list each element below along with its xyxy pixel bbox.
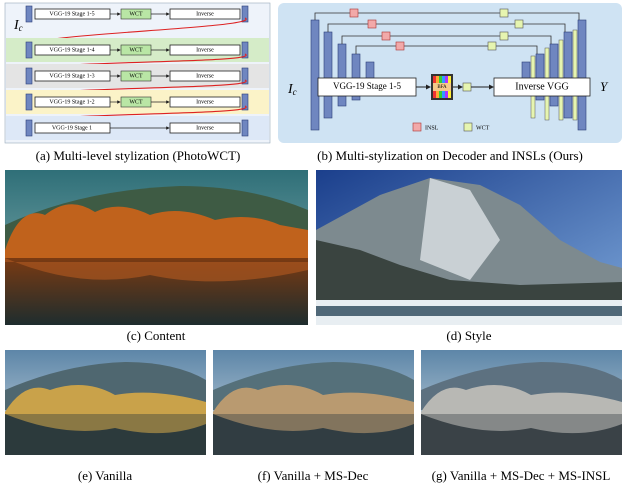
trees [421,385,622,414]
decoder-label: Inverse [196,47,214,53]
panel-b-frame [278,3,622,143]
caption: (g) Vanilla + MS-Dec + MS-INSL [432,468,611,483]
decoder-label: Inverse [196,125,214,131]
decoder-label: Inverse [196,99,214,105]
box [169,44,241,56]
legend-label: WCT [476,125,490,131]
result-images [5,350,622,455]
wct-label: WCT [129,47,143,53]
bfa-label: BFA [437,85,447,90]
reflection-trees [213,414,414,434]
bar [241,41,249,59]
decoder-label: Inverse VGG [515,81,568,92]
panel-b: VGG-19 Stage 1-5 BFA Inverse VGG Ic Y IN… [278,3,622,143]
wct-label: WCT [129,99,143,105]
bar [25,119,33,137]
decoder-box [493,77,591,97]
caption: (c) Content [127,328,186,343]
wct-square [462,82,472,92]
bar [25,67,33,85]
legend-swatch [463,122,473,132]
box [169,8,241,20]
input-sub: c [293,87,297,97]
input-main: I [287,82,294,97]
caption: (a) Multi-level stylization (PhotoWCT) [36,148,241,163]
input-sub: c [19,23,23,33]
encoder-label: VGG-19 Stage 1 [52,125,92,131]
decoder-label: Inverse [196,73,214,79]
encoder-label: VGG-19 Stage 1-5 [49,11,94,17]
legend-label: INSL [425,125,439,131]
bar [241,119,249,137]
wct-label: WCT [129,11,143,17]
bar [241,67,249,85]
bar [25,93,33,111]
caption: (f) Vanilla + MS-Dec [258,468,369,483]
output-label: Y [600,79,609,94]
decoder-label: Inverse [196,11,214,17]
legend-swatch [412,122,422,132]
trees [213,385,414,414]
box [169,96,241,108]
box [169,70,241,82]
box [169,122,241,134]
bfa-block [431,74,453,100]
encoder-label: VGG-19 Stage 1-3 [49,73,94,79]
reflection-trees [5,414,206,434]
encoder-label: VGG-19 Stage 1-5 [333,81,401,91]
reflection-trees [421,414,622,434]
encoder-label: VGG-19 Stage 1-4 [49,47,94,53]
skip-lines [314,12,580,54]
trees [5,385,206,414]
wct-label: WCT [129,73,143,79]
content-image [5,170,308,325]
input-label: Ic [13,18,23,33]
bar [25,41,33,59]
encoder-label: VGG-19 Stage 1-2 [49,99,94,105]
input-label: Ic [287,82,297,97]
caption: (e) Vanilla [78,468,132,483]
bar [25,5,33,23]
bar [241,93,249,111]
input-main: I [13,18,20,33]
insl-squares [349,8,524,51]
bar [241,5,249,23]
caption: (b) Multi-stylization on Decoder and INS… [317,148,583,163]
caption: (d) Style [446,328,491,343]
style-image [316,170,622,325]
